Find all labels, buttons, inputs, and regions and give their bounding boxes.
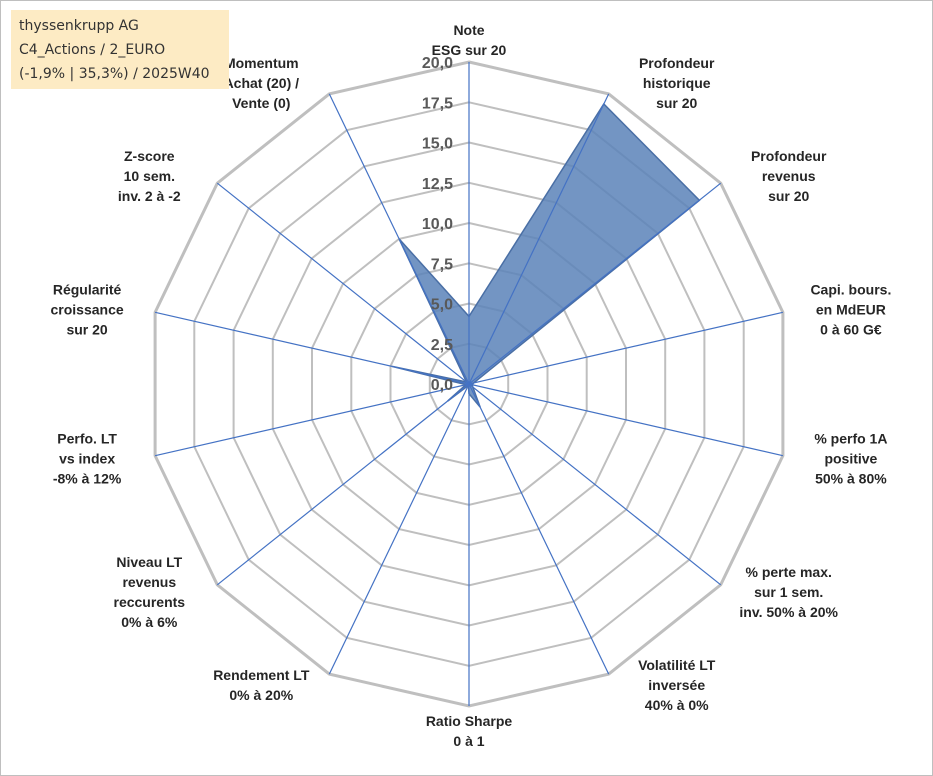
axis-label: Rendement LT 0% à 20% — [213, 667, 310, 703]
tick-labels: 0,0 2,5 5,0 7,5 10,0 12,5 15,0 17,5 20,0 — [422, 55, 453, 394]
axis-label: Niveau LT revenus reccurents 0% à 6% — [114, 554, 186, 630]
company-name: thyssenkrupp AG — [19, 18, 139, 34]
tick-label: 10,0 — [422, 216, 453, 233]
axis-label: Régularité croissance sur 20 — [51, 282, 124, 338]
axis-spoke — [468, 383, 610, 675]
tick-label: 15,0 — [422, 136, 453, 153]
axis-label: % perfo 1A positive 50% à 80% — [814, 430, 887, 486]
axis-spoke — [468, 311, 784, 385]
axis-spoke — [468, 383, 722, 586]
axis-labels: Note ESG sur 20 Profondeur historique sur 20… — [51, 22, 892, 749]
axis-label: Profondeur historique sur 20 — [639, 55, 715, 111]
axis-spoke — [468, 383, 784, 457]
axis-spoke — [216, 383, 470, 586]
tick-label: 20,0 — [422, 55, 453, 72]
axis-label: % perte max. sur 1 sem. inv. 50% à 20% — [739, 564, 838, 620]
tick-label: 17,5 — [422, 95, 453, 112]
axis-label: Z-score 10 sem. inv. 2 à -2 — [118, 148, 181, 204]
portfolio-category: C4_Actions / 2_EURO — [19, 42, 166, 58]
performance-period: (-1,9% | 35,3%) / 2025W40 — [19, 66, 210, 82]
axis-spoke — [216, 182, 470, 385]
tick-label: 7,5 — [431, 256, 453, 273]
axis-spoke — [468, 93, 610, 385]
tick-label: 2,5 — [431, 337, 453, 354]
axis-spoke — [328, 93, 470, 385]
axis-spoke — [468, 182, 722, 385]
axis-label: Profondeur revenus sur 20 — [751, 148, 827, 204]
axis-label: Perfo. LT vs index -8% à 12% — [53, 430, 122, 486]
tick-label: 0,0 — [431, 377, 453, 394]
axis-spoke — [154, 383, 470, 457]
stock-info-box: thyssenkrupp AG C4_Actions / 2_EURO (-1,… — [11, 10, 229, 89]
axis-label: Volatilité LT inversée 40% à 0% — [638, 657, 716, 713]
tick-label: 12,5 — [422, 176, 453, 193]
axis-spoke — [154, 311, 470, 385]
axis-label: Note ESG sur 20 — [432, 22, 507, 58]
axis-label: Momentum Achat (20) / Vente (0) — [224, 55, 300, 111]
tick-label: 5,0 — [431, 297, 453, 314]
axis-spokes — [154, 62, 784, 706]
axis-label: Capi. bours. en MdEUR 0 à 60 G€ — [810, 282, 891, 338]
axis-spoke — [328, 383, 470, 675]
axis-label: Ratio Sharpe 0 à 1 — [426, 713, 513, 749]
